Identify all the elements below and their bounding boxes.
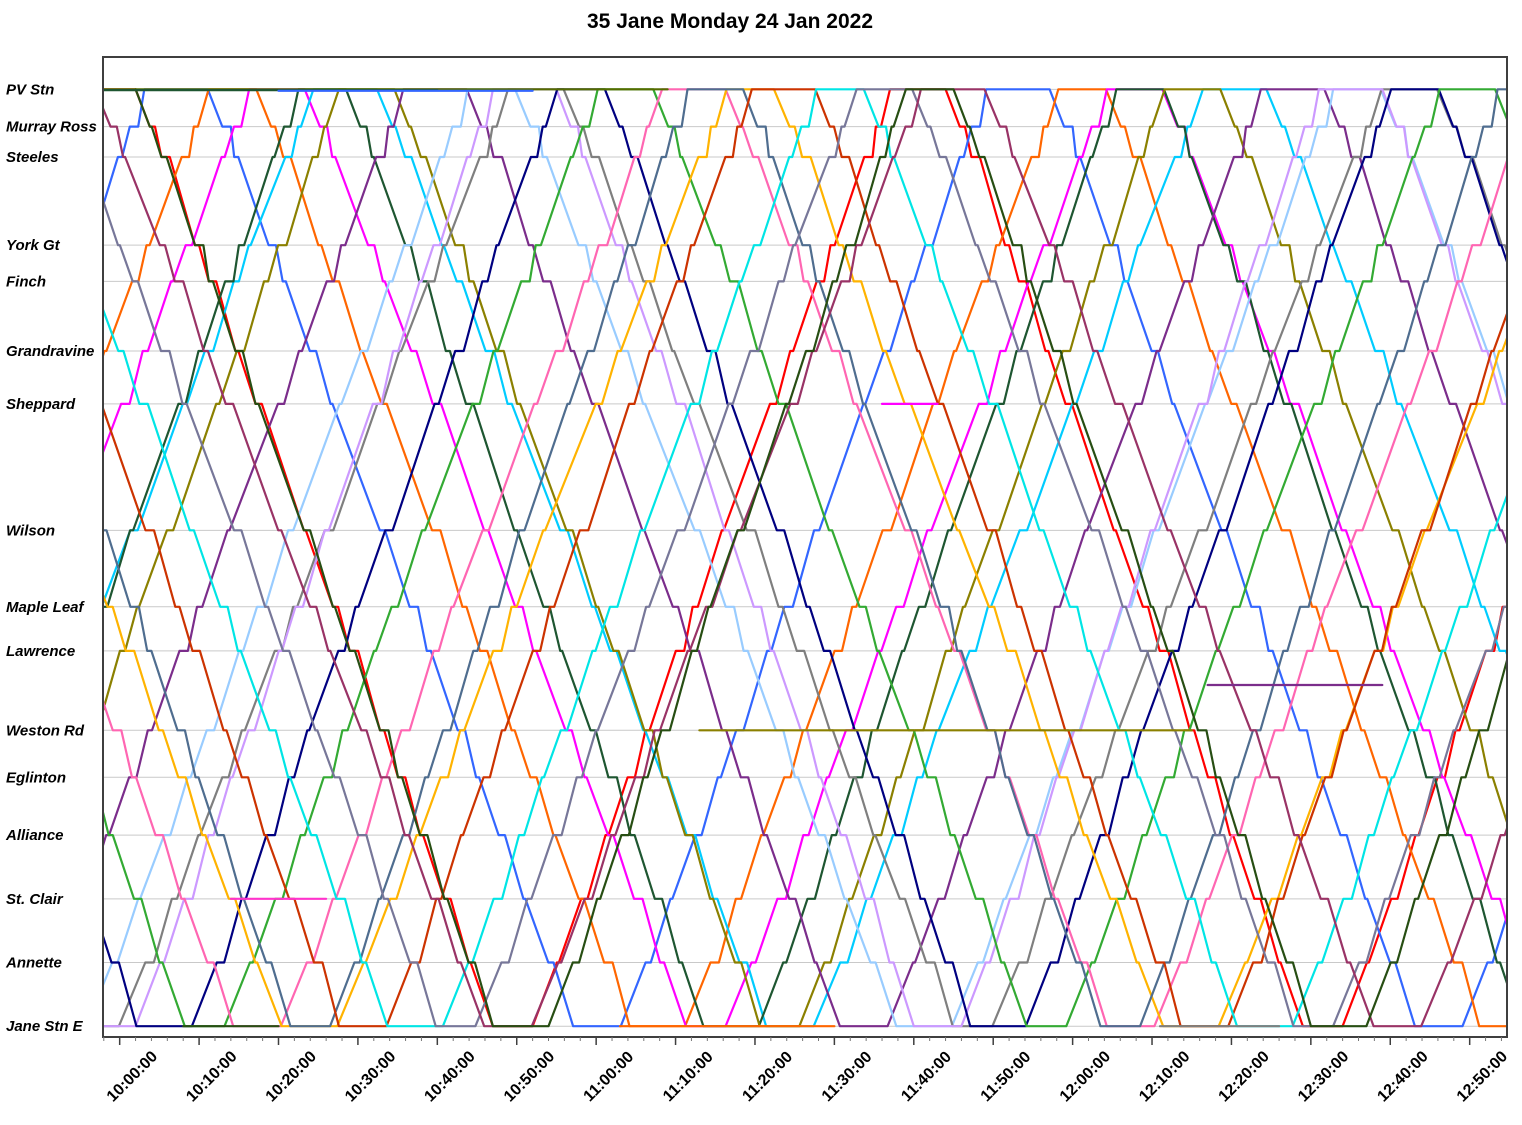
- series-line: [103, 88, 1507, 1028]
- y-axis-label: Weston Rd: [6, 722, 85, 739]
- y-axis-label: Lawrence: [6, 643, 75, 660]
- series-line: [103, 88, 1507, 1028]
- series-line: [103, 88, 1507, 1028]
- y-axis-label: Wilson: [6, 522, 55, 539]
- x-axis-label: 11:00:00: [581, 1048, 638, 1105]
- series-line: [103, 88, 1507, 1028]
- x-axis-label: 10:50:00: [501, 1048, 558, 1105]
- y-axis-label: Maple Leaf: [6, 599, 86, 616]
- series-line: [134, 88, 1507, 1028]
- series-line: [103, 88, 1507, 1028]
- chart-title: 35 Jane Monday 24 Jan 2022: [587, 10, 873, 33]
- y-axis-label: PV Stn: [6, 81, 54, 98]
- x-axis-label: 12:20:00: [1216, 1048, 1273, 1105]
- series-group: [103, 88, 1507, 1028]
- series-line: [103, 88, 1507, 1028]
- series-line: [103, 88, 1507, 1028]
- y-axis-label: Annette: [5, 955, 62, 972]
- plot-frame: [102, 56, 1508, 1038]
- y-axis-label: Finch: [6, 273, 46, 290]
- series-line: [103, 88, 1507, 1028]
- y-axis-label: Eglinton: [6, 769, 66, 786]
- x-axis-label: 10:00:00: [104, 1048, 161, 1105]
- x-axis-label: 11:50:00: [978, 1048, 1035, 1105]
- series-line: [103, 88, 1507, 1028]
- x-axis-label: 10:30:00: [342, 1048, 399, 1105]
- series-line: [103, 88, 1507, 1028]
- series-line: [103, 88, 1507, 1028]
- x-axis-label: 12:10:00: [1136, 1048, 1193, 1105]
- x-axis-label: 11:20:00: [739, 1048, 796, 1105]
- x-axis-label: 10:40:00: [421, 1048, 478, 1105]
- y-axis-label: Jane Stn E: [6, 1018, 84, 1035]
- x-axis-label: 11:10:00: [660, 1048, 717, 1105]
- x-axis-label: 10:10:00: [183, 1048, 240, 1105]
- series-line: [103, 88, 1507, 1028]
- y-axis-label: Sheppard: [6, 396, 76, 413]
- x-axis-label: 11:40:00: [898, 1048, 955, 1105]
- y-axis-label: Grandravine: [6, 343, 94, 360]
- y-axis-label: St. Clair: [6, 891, 64, 908]
- series-line: [103, 88, 1507, 1028]
- y-axis-label: Steeles: [6, 149, 59, 166]
- series-line: [103, 88, 1507, 1028]
- series-line: [103, 88, 1507, 1028]
- series-line: [103, 88, 1507, 1028]
- x-axis-label: 12:30:00: [1295, 1048, 1352, 1105]
- x-axis-label: 12:50:00: [1454, 1048, 1511, 1105]
- series-line: [103, 88, 1507, 1028]
- x-axis-label: 10:20:00: [263, 1048, 320, 1105]
- series-line: [103, 88, 1507, 1028]
- series-line: [103, 88, 1507, 1028]
- x-axis-label: 11:30:00: [819, 1048, 876, 1105]
- series-line: [103, 88, 1507, 1028]
- y-axis-label: York Gt: [6, 237, 61, 254]
- y-axis-label: Murray Ross: [6, 119, 97, 136]
- x-axis-label: 12:00:00: [1057, 1048, 1114, 1105]
- x-axis-label: 12:40:00: [1374, 1048, 1431, 1105]
- y-axis-label: Alliance: [5, 827, 64, 844]
